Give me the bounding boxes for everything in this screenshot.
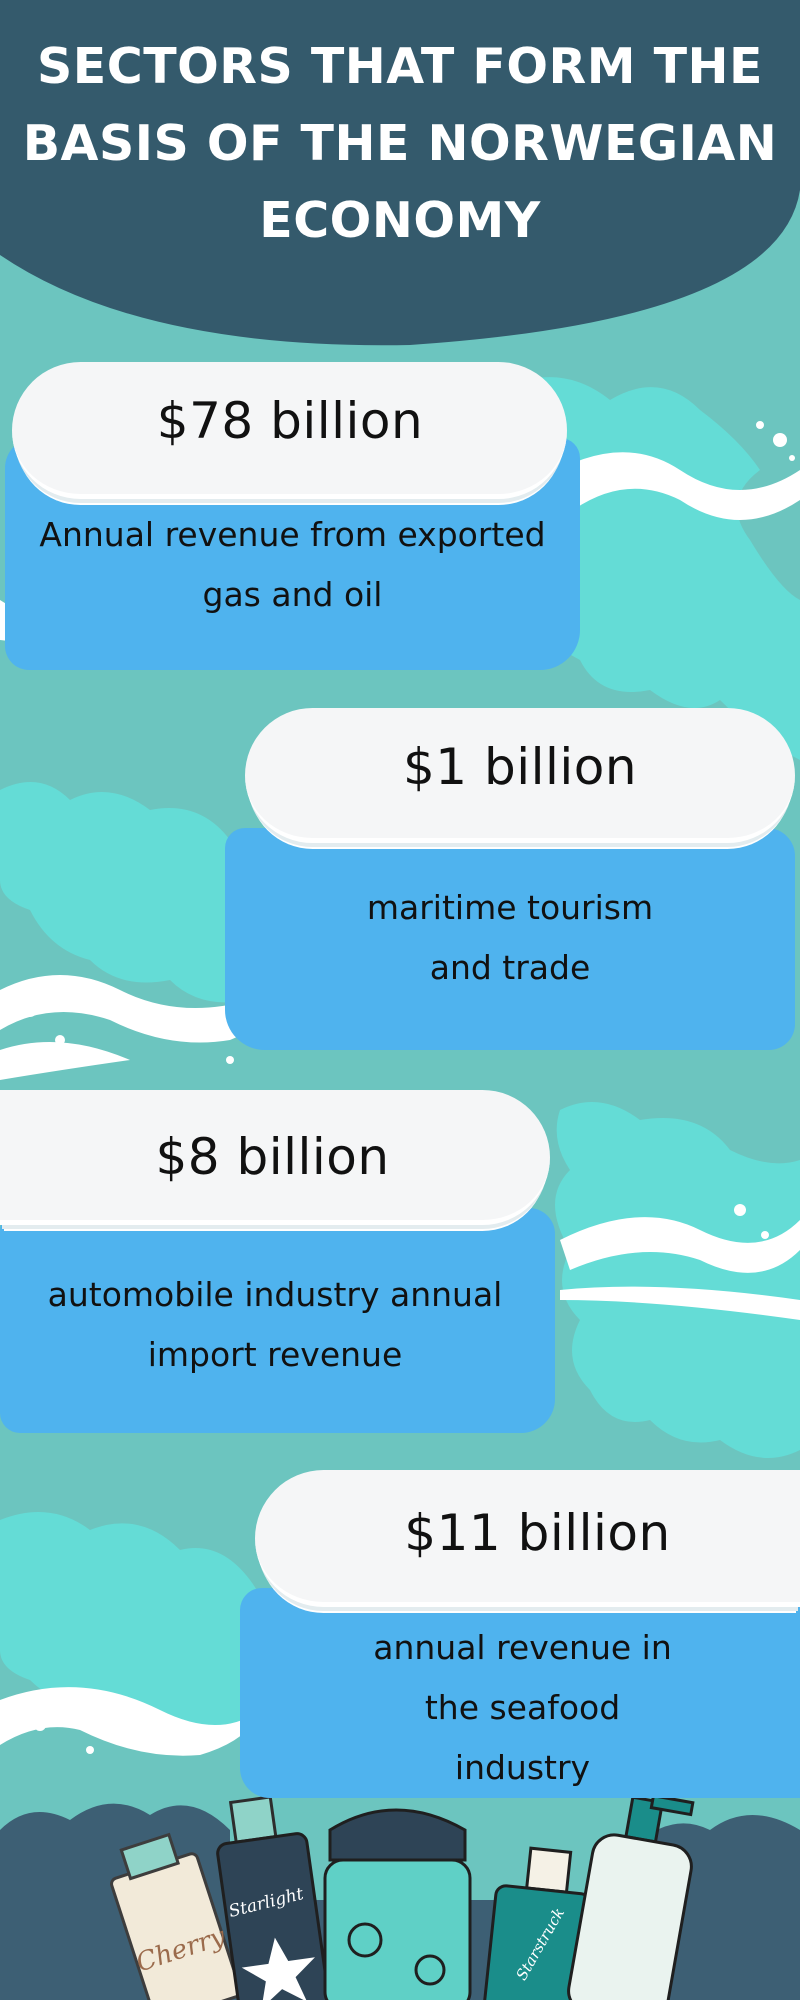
product-jar xyxy=(323,1808,472,2000)
card-amount: $11 billion xyxy=(404,1504,671,1562)
map-silhouette-3 xyxy=(555,1102,800,1458)
title-line-2: BASIS OF THE NORWEGIAN xyxy=(22,115,778,172)
card-pill xyxy=(255,1470,800,1607)
product-bottle xyxy=(216,1795,331,2000)
card-description-line: gas and oil xyxy=(202,575,383,614)
card-description: annual revenue in the seafood industry xyxy=(245,1618,800,1798)
card-description-line: and trade xyxy=(429,948,591,987)
card-description: automobile industry annual import revenu… xyxy=(0,1265,550,1385)
card-amount: $1 billion xyxy=(402,738,638,796)
card-description-line: the seafood xyxy=(424,1688,621,1727)
card-description: maritime tourism and trade xyxy=(230,878,790,998)
product-pump xyxy=(567,1794,695,2000)
wave-group-3 xyxy=(560,1204,800,1320)
card-body xyxy=(240,1588,800,1798)
title-line-3: ECONOMY xyxy=(259,192,541,249)
title-line-1: SECTORS THAT FORM THE xyxy=(36,38,763,95)
card-pill xyxy=(0,1090,550,1225)
wave-group-2 xyxy=(0,975,262,1080)
wave-group-4 xyxy=(0,1687,260,1756)
card-amount: $8 billion xyxy=(155,1128,390,1186)
product-tube xyxy=(110,1832,242,2000)
card-description-line: automobile industry annual xyxy=(47,1275,503,1314)
map-silhouette-2 xyxy=(0,782,263,1003)
card-description-line: maritime tourism xyxy=(366,888,654,927)
header-blob xyxy=(0,0,800,346)
map-silhouette-4 xyxy=(0,1512,275,1734)
page-title: SECTORS THAT FORM THE BASIS OF THE NORWE… xyxy=(0,28,800,259)
card-body xyxy=(0,1208,555,1433)
card-description-line: import revenue xyxy=(147,1335,403,1374)
card-pill xyxy=(245,708,795,843)
card-description: Annual revenue from exported gas and oil xyxy=(5,505,580,625)
card-description-line: industry xyxy=(454,1748,591,1787)
card-description-line: annual revenue in xyxy=(373,1628,672,1667)
card-body xyxy=(225,828,795,1050)
card-description-line: Annual revenue from exported xyxy=(39,515,546,554)
card-pill xyxy=(12,362,567,499)
card-amount: $78 billion xyxy=(156,392,424,450)
